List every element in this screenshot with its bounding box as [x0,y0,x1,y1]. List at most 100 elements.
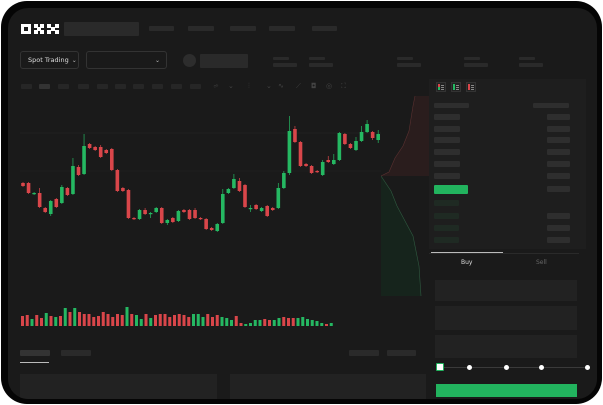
nav-item[interactable] [269,26,295,31]
indicator-icon[interactable]: ⩫ [213,82,219,90]
last-price [434,185,468,194]
slider-stop-50[interactable] [504,365,509,370]
fullscreen-icon[interactable]: ⛶ [341,82,346,90]
timeframe-button[interactable] [58,84,69,89]
orderbook-asks-icon[interactable] [466,82,476,92]
candle-body [226,189,231,193]
volume-bar [211,317,214,326]
volume-bar [21,316,24,326]
nav-item[interactable] [230,26,256,31]
orderbook-bids-icon[interactable] [451,82,461,92]
candle-body [282,173,286,188]
filter-button[interactable] [387,350,416,356]
candle-body [171,218,175,222]
stat-label [464,57,480,60]
timeframe-button[interactable] [190,84,201,89]
candle-body [320,162,325,175]
chevron-down-icon[interactable]: ⌄ [228,82,234,90]
timeframe-button[interactable] [133,84,144,89]
candle-body [237,181,242,191]
ask-price [434,126,460,132]
price-input[interactable] [435,280,577,301]
tab-buy[interactable]: Buy [461,259,473,266]
candle-body [76,167,81,175]
total-input[interactable] [435,335,577,358]
chart-type-icon[interactable]: ⫶ [248,82,250,90]
volume-bar [268,320,271,326]
volume-bar [230,320,233,326]
candle-body [309,166,314,173]
volume-bar [253,320,257,326]
candle-body [348,144,353,148]
timeframe-button[interactable] [97,84,108,89]
candle-body [276,188,281,208]
timeframe-button[interactable] [78,84,89,89]
chevron-down-icon: ⌄ [154,56,160,64]
candle-body [254,205,258,209]
volume-bar [92,317,96,326]
candle-body [204,219,208,229]
candle-body [98,147,103,157]
amount-input[interactable] [435,306,577,330]
candle-body [54,199,59,207]
volume-bar [215,315,219,326]
ruler-icon[interactable]: ⟋ [296,82,301,90]
candle-body [48,201,53,214]
candle-body [154,208,158,212]
volume-bar [249,323,252,326]
candle-body [232,179,236,188]
stat-label [397,57,413,60]
pair-selector-dropdown[interactable]: ⌄ [86,51,167,69]
candlestick-chart[interactable] [8,8,428,338]
buy-button[interactable] [436,384,577,397]
timeframe-button[interactable] [115,84,126,89]
volume-bar [25,315,29,326]
slider-stop-75[interactable] [539,365,544,370]
tab-sell[interactable]: Sell [536,259,547,266]
candle-body [209,228,214,230]
tab-order-history[interactable] [61,350,91,356]
amount-slider-track[interactable] [440,367,590,368]
orderbook-amount [547,173,570,179]
stat-value [273,63,297,67]
candle-body [82,146,86,174]
stat-value [309,63,333,67]
orderbook-both-icon[interactable] [436,82,446,92]
timeframe-button[interactable] [39,84,50,89]
candle-body [187,210,192,219]
volume-bar [135,315,138,326]
volume-bar [120,315,124,326]
candle-body [326,160,331,162]
volume-bar [329,323,333,326]
timeframe-button[interactable] [21,84,32,89]
settings-icon[interactable]: ◎ [326,82,333,90]
search-bar[interactable] [64,22,139,36]
candle-body [143,210,147,214]
okx-logo [21,24,59,34]
coin-avatar [183,54,196,67]
volume-bar [101,312,105,326]
camera-icon[interactable]: ◘ [311,82,317,90]
nav-item[interactable] [188,26,214,31]
nav-item[interactable] [149,26,174,31]
line-icon[interactable]: ∿ [278,82,284,90]
timeframe-button[interactable] [152,84,163,89]
tab-open-orders[interactable] [20,350,50,356]
market-selector-dropdown[interactable]: Spot Trading ⌄ [20,51,79,69]
timeframe-button[interactable] [171,84,182,89]
candle-body [110,149,114,170]
volume-bar [272,320,276,326]
candle-body [37,193,42,207]
volume-bar [282,317,286,326]
volume-bar [258,320,262,326]
nav-item[interactable] [312,26,337,31]
slider-stop-25[interactable] [467,365,472,370]
amount-slider-handle[interactable] [436,363,444,371]
volume-bar [306,319,309,326]
orderbook-header-amount [533,103,569,108]
volume-bar [78,312,81,326]
slider-stop-100[interactable] [585,365,590,370]
filter-button[interactable] [349,350,379,356]
chevron-down-icon[interactable]: ⌄ [266,82,272,90]
volume-bar [49,316,53,326]
